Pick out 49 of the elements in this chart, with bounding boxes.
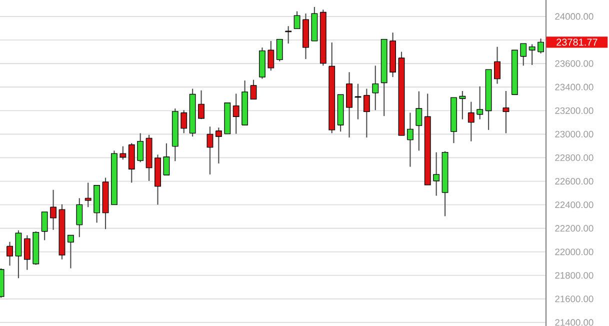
y-tick-label: 22200.00 [555, 225, 594, 232]
candlestick [416, 90, 422, 152]
candlestick [137, 132, 144, 163]
candlestick [250, 79, 257, 100]
candlestick [268, 40, 274, 72]
candlestick [67, 234, 74, 269]
candlestick [285, 26, 292, 44]
y-tick-label: 22400.00 [555, 201, 594, 208]
candlestick [294, 10, 300, 30]
candlestick [494, 46, 500, 84]
candlestick [407, 112, 414, 168]
y-tick-label: 23200.00 [555, 107, 594, 114]
y-tick-label: 22800.00 [555, 154, 594, 161]
y-tick-label: 21600.00 [555, 296, 594, 302]
y-tick-label: 23400.00 [555, 84, 594, 90]
candlestick [346, 72, 352, 138]
candlestick [372, 65, 379, 111]
candlestick [206, 126, 214, 175]
candlestick [363, 88, 370, 138]
candlestick [459, 90, 466, 120]
y-tick-label: 22600.00 [555, 178, 594, 185]
candlestick [24, 234, 30, 270]
y-tick-label: 21800.00 [555, 272, 594, 279]
candlestick [41, 211, 48, 241]
candlestick [215, 127, 222, 164]
candlestick [476, 86, 484, 120]
candlestick [180, 110, 188, 134]
candlestick [76, 198, 83, 238]
candlestick [468, 101, 474, 142]
candlestick [520, 43, 527, 66]
y-tick-label: 22000.00 [555, 248, 594, 256]
y-tick-label: 24000.00 [555, 13, 594, 20]
candlestick [6, 241, 13, 266]
y-tick-label: 23000.00 [555, 130, 594, 138]
candlestick [232, 93, 240, 134]
candlestick [276, 38, 283, 62]
candlestick [502, 90, 510, 134]
candlestick [120, 146, 126, 160]
candlestick [50, 189, 56, 230]
y-tick-label: 21400.00 [555, 319, 594, 326]
candlestick [15, 230, 22, 279]
candlestick [528, 44, 536, 66]
candlestick [538, 38, 544, 54]
candlestick [433, 152, 440, 196]
text: 23781.77 [556, 38, 598, 46]
candlestick [84, 182, 92, 208]
y-tick-label: 23600.00 [555, 60, 594, 67]
candlestick [163, 142, 170, 176]
candlestick [198, 90, 204, 120]
